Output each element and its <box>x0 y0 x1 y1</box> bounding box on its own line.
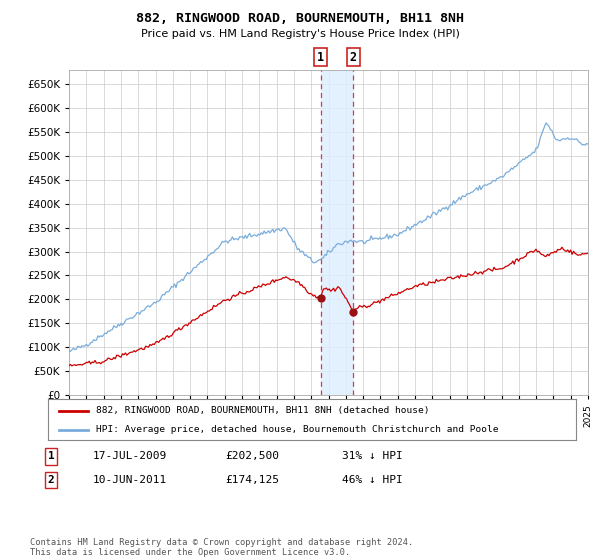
Text: Price paid vs. HM Land Registry's House Price Index (HPI): Price paid vs. HM Land Registry's House … <box>140 29 460 39</box>
Text: Contains HM Land Registry data © Crown copyright and database right 2024.
This d: Contains HM Land Registry data © Crown c… <box>30 538 413 557</box>
Text: 1: 1 <box>47 451 55 461</box>
Text: £174,125: £174,125 <box>225 475 279 485</box>
Text: HPI: Average price, detached house, Bournemouth Christchurch and Poole: HPI: Average price, detached house, Bour… <box>95 425 498 434</box>
Text: 1: 1 <box>317 50 324 63</box>
Text: 17-JUL-2009: 17-JUL-2009 <box>93 451 167 461</box>
Text: £202,500: £202,500 <box>225 451 279 461</box>
Text: 882, RINGWOOD ROAD, BOURNEMOUTH, BH11 8NH (detached house): 882, RINGWOOD ROAD, BOURNEMOUTH, BH11 8N… <box>95 406 429 415</box>
Text: 2: 2 <box>350 50 357 63</box>
Text: 10-JUN-2011: 10-JUN-2011 <box>93 475 167 485</box>
Text: 31% ↓ HPI: 31% ↓ HPI <box>342 451 403 461</box>
Text: 46% ↓ HPI: 46% ↓ HPI <box>342 475 403 485</box>
Text: 2: 2 <box>47 475 55 485</box>
Bar <box>320 70 353 395</box>
Text: 882, RINGWOOD ROAD, BOURNEMOUTH, BH11 8NH: 882, RINGWOOD ROAD, BOURNEMOUTH, BH11 8N… <box>136 12 464 25</box>
